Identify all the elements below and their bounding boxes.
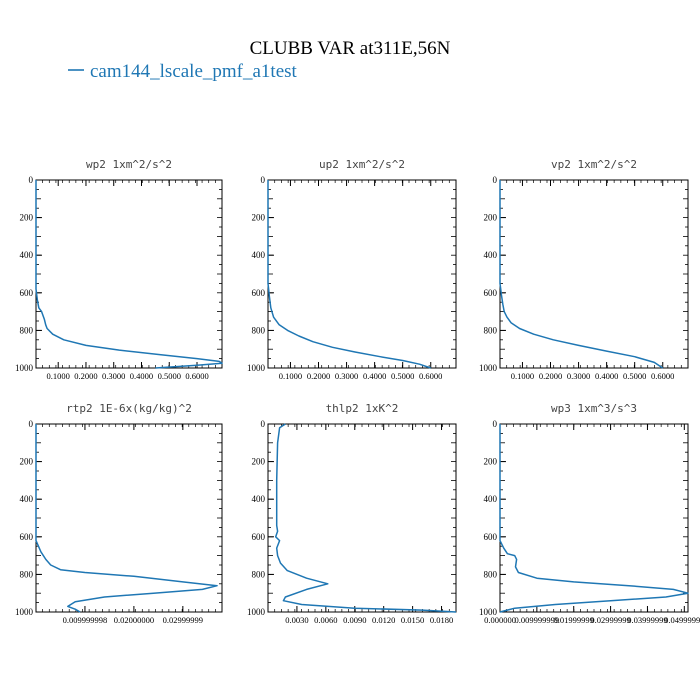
plot-frame [499, 179, 689, 369]
x-tick-label: 0.009999999 [515, 615, 560, 625]
plot-frame [267, 423, 457, 613]
x-tick-label: 0.0120 [372, 615, 395, 625]
subplot-title: wp3 1xm^3/s^3 [551, 402, 637, 415]
y-tick-label: 200 [484, 213, 498, 223]
y-tick-label: 800 [20, 325, 34, 335]
y-tick-label: 400 [484, 250, 498, 260]
series-line [35, 180, 223, 369]
x-tick-label: 0.000000 [484, 615, 516, 625]
subplot-4: rtp2 1E-6x(kg/kg)^2 0 200 400 600 800 1000 0.00… [15, 402, 223, 625]
subplot-6: wp3 1xm^3/s^3020040060080010000.0000000.… [479, 402, 700, 625]
y-tick-label: 400 [252, 494, 266, 504]
y-tick-label: 200 [484, 457, 498, 467]
subplot-grid: wp2 1xm^2/s^2 0 200 400 600 800 1000 0.1000 0.20… [15, 158, 700, 625]
y-tick-label: 800 [252, 325, 266, 335]
subplot-3: vp2 1xm^2/s^2 0 200 400 600 800 1000 0.1000 0.20… [479, 158, 689, 381]
y-tick-label: 0 [261, 419, 266, 429]
subplot-title: rtp2 1E-6x(kg/kg)^2 [66, 402, 192, 415]
x-tick-label: 0.2000 [307, 371, 330, 381]
y-tick-label: 1000 [15, 363, 34, 373]
y-tick-label: 200 [252, 213, 266, 223]
x-tick-label: 0.02000000 [114, 615, 154, 625]
x-tick-label: 0.0090 [343, 615, 366, 625]
x-tick-label: 0.1000 [47, 371, 70, 381]
subplot-title: thlp2 1xK^2 [326, 402, 399, 415]
y-tick-label: 0 [29, 419, 34, 429]
y-tick-label: 200 [252, 457, 266, 467]
x-tick-label: 0.5000 [623, 371, 646, 381]
y-tick-label: 600 [252, 532, 266, 542]
x-tick-label: 0.3000 [102, 371, 125, 381]
y-tick-label: 400 [20, 250, 34, 260]
plot-frame [267, 179, 457, 369]
y-tick-label: 600 [252, 288, 266, 298]
x-tick-label: 0.2000 [74, 371, 97, 381]
x-tick-label: 0.02999999 [163, 615, 203, 625]
y-tick-label: 600 [20, 532, 34, 542]
x-tick-label: 0.1000 [279, 371, 302, 381]
y-tick-label: 400 [484, 494, 498, 504]
y-tick-label: 0 [493, 175, 498, 185]
series-line [35, 424, 218, 613]
x-tick-label: 0.1000 [511, 371, 534, 381]
y-tick-label: 0 [493, 419, 498, 429]
series-line [267, 180, 431, 369]
x-tick-label: 0.0060 [314, 615, 337, 625]
subplot-title: wp2 1xm^2/s^2 [86, 158, 172, 171]
y-tick-label: 200 [20, 457, 34, 467]
x-tick-label: 0.3000 [567, 371, 590, 381]
legend-label: cam144_lscale_pmf_a1test [90, 61, 298, 82]
subplot-1: wp2 1xm^2/s^2 0 200 400 600 800 1000 0.1000 0.20… [15, 158, 223, 381]
y-tick-label: 400 [252, 250, 266, 260]
subplot-title: up2 1xm^2/s^2 [319, 158, 405, 171]
x-tick-label: 0.0180 [430, 615, 453, 625]
series-line [499, 424, 689, 613]
y-tick-label: 1000 [15, 607, 34, 617]
x-tick-label: 0.4000 [595, 371, 618, 381]
x-tick-label: 0.6000 [185, 371, 208, 381]
x-tick-label: 0.0150 [401, 615, 424, 625]
y-tick-label: 600 [484, 532, 498, 542]
y-tick-label: 600 [20, 288, 34, 298]
y-tick-label: 800 [484, 325, 498, 335]
x-tick-label: 0.0030 [285, 615, 308, 625]
figure-title: CLUBB VAR at311E,56N [250, 38, 451, 59]
y-tick-label: 0 [29, 175, 34, 185]
series-line [274, 423, 457, 613]
x-tick-label: 0.4000 [130, 371, 153, 381]
x-tick-label: 0.3000 [335, 371, 358, 381]
y-tick-label: 1000 [247, 363, 266, 373]
x-tick-label: 0.5000 [158, 371, 181, 381]
x-tick-label: 0.2000 [539, 371, 562, 381]
y-tick-label: 0 [261, 175, 266, 185]
subplot-2: up2 1xm^2/s^2 0 200 400 600 800 1000 0.1000 0.20… [247, 158, 457, 381]
y-tick-label: 1000 [247, 607, 266, 617]
y-tick-label: 400 [20, 494, 34, 504]
x-tick-label: 0.6000 [651, 371, 674, 381]
series-line [499, 180, 664, 369]
x-tick-label: 0.4000 [363, 371, 386, 381]
subplot-title: vp2 1xm^2/s^2 [551, 158, 637, 171]
x-tick-label: 0.03999999 [627, 615, 667, 625]
x-tick-label: 0.009999998 [63, 615, 108, 625]
y-tick-label: 1000 [479, 363, 498, 373]
y-tick-label: 600 [484, 288, 498, 298]
y-tick-label: 800 [20, 569, 34, 579]
x-tick-label: 0.04999994 [664, 615, 700, 625]
x-tick-label: 0.01999999 [554, 615, 594, 625]
x-tick-label: 0.02999999 [590, 615, 630, 625]
y-tick-label: 200 [20, 213, 34, 223]
x-tick-label: 0.6000 [419, 371, 442, 381]
subplot-5: thlp2 1xK^2 0 200 400 600 800 1000 0.0030 0.0060… [247, 402, 457, 625]
x-tick-label: 0.5000 [391, 371, 414, 381]
y-tick-label: 800 [484, 569, 498, 579]
y-tick-label: 1000 [479, 607, 498, 617]
y-tick-label: 800 [252, 569, 266, 579]
